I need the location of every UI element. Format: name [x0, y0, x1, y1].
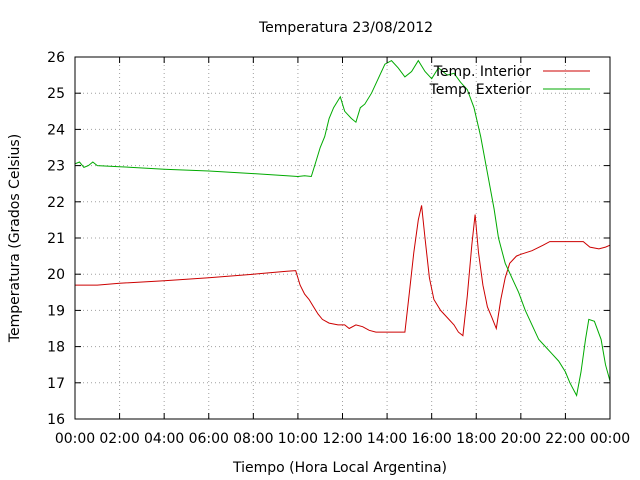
x-tick-label: 02:00 [99, 431, 139, 447]
legend: Temp. Interior Temp. Exterior [429, 64, 590, 98]
x-tick-label: 00:00 [55, 431, 95, 447]
series-layer [74, 59, 611, 398]
series-line-temp-exterior [74, 59, 611, 398]
x-tick-label: 10:00 [278, 431, 318, 447]
grid [75, 57, 610, 419]
y-tick-label: 22 [47, 195, 65, 211]
y-tick-label: 17 [47, 376, 65, 392]
y-tick-label: 19 [47, 303, 65, 319]
y-tick-label: 25 [47, 86, 65, 102]
y-tick-label: 24 [47, 122, 65, 138]
x-tick-label: 00:00 [590, 431, 630, 447]
y-axis-label: Temperatura (Grados Celsius) [7, 134, 23, 343]
legend-label-temp-exterior: Temp. Exterior [429, 82, 532, 98]
x-tick-label: 04:00 [144, 431, 184, 447]
legend-label-temp-interior: Temp. Interior [433, 64, 532, 80]
x-tick-label: 22:00 [545, 431, 585, 447]
x-tick-label: 06:00 [189, 431, 229, 447]
y-tick-label: 16 [47, 412, 65, 428]
x-tick-label: 08:00 [233, 431, 273, 447]
x-tick-label: 12:00 [322, 431, 362, 447]
series-line-temp-interior [75, 205, 611, 337]
x-tick-label: 20:00 [501, 431, 541, 447]
ticks [74, 56, 611, 420]
y-tick-labels: 16 17 18 19 20 21 22 23 24 25 26 [47, 50, 65, 428]
y-tick-label: 20 [47, 267, 65, 283]
chart-title: Temperatura 23/08/2012 [258, 20, 433, 36]
x-tick-label: 16:00 [411, 431, 451, 447]
y-tick-label: 26 [47, 50, 65, 66]
x-tick-labels: 00:00 02:00 04:00 06:00 08:00 10:00 12:00 14:00… [55, 431, 630, 447]
x-tick-label: 14:00 [367, 431, 407, 447]
x-tick-label: 18:00 [456, 431, 496, 447]
x-axis-label: Tiempo (Hora Local Argentina) [232, 460, 447, 476]
y-tick-label: 21 [47, 231, 65, 247]
y-tick-label: 18 [47, 340, 65, 356]
y-tick-label: 23 [47, 159, 65, 175]
